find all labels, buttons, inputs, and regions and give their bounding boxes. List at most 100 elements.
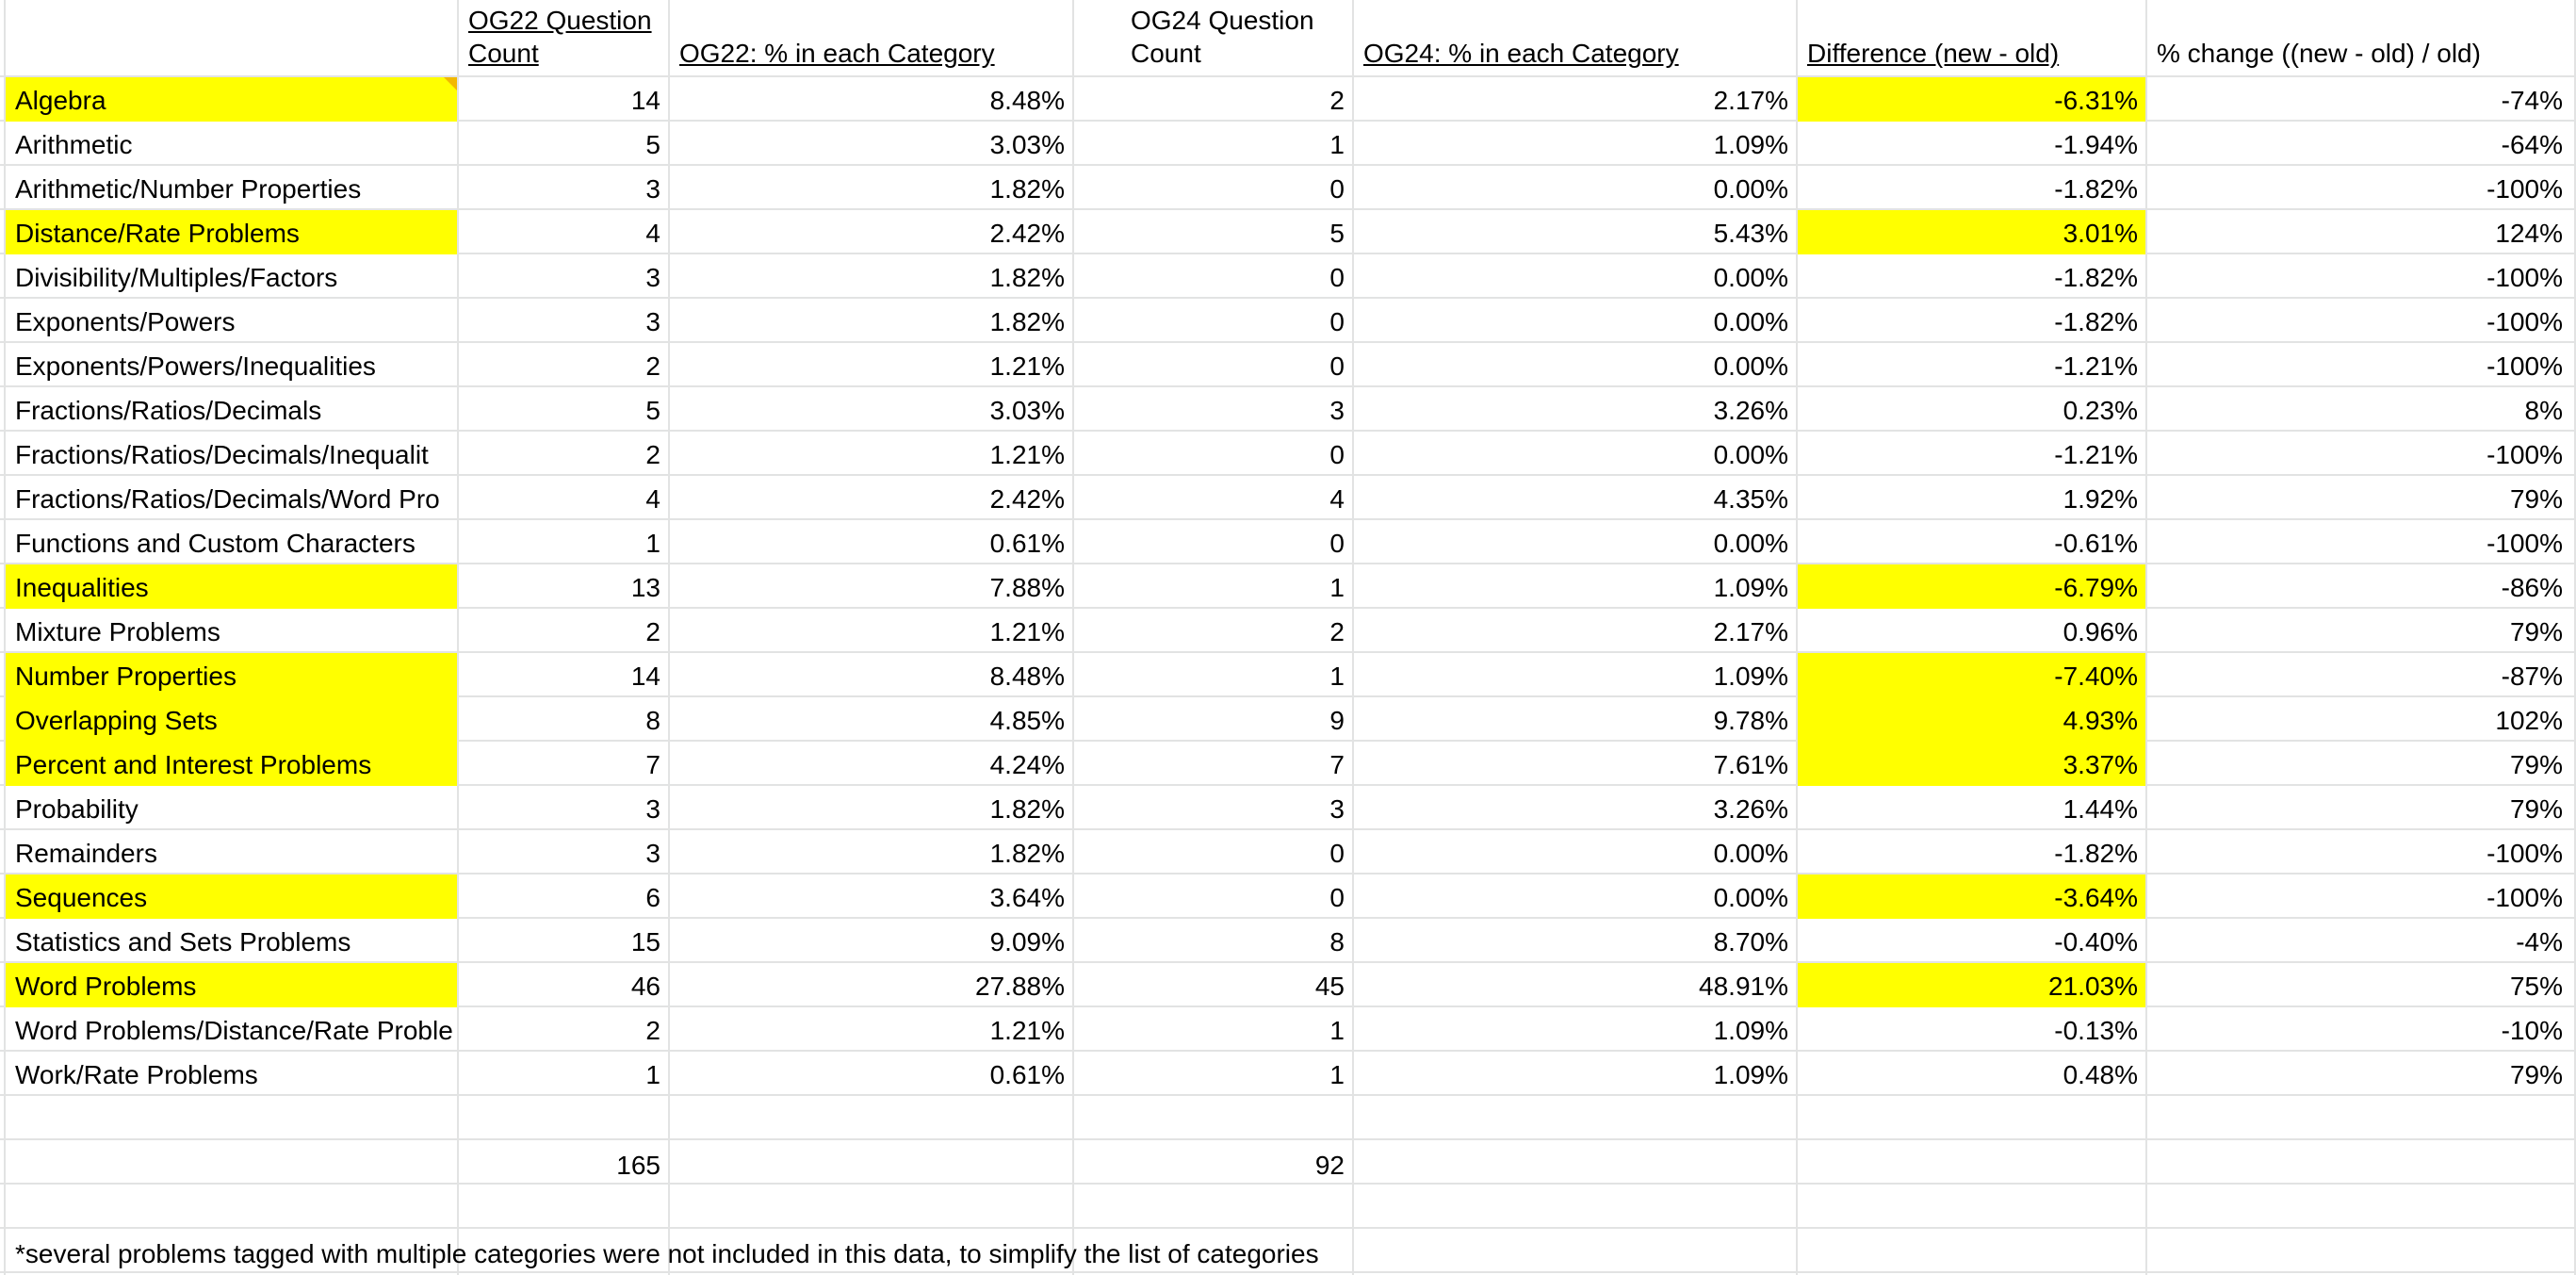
og22-percent-cell[interactable]: 1.82% bbox=[989, 839, 1065, 868]
percent-change-cell[interactable]: 79% bbox=[2509, 617, 2563, 646]
difference-cell[interactable]: 0.23% bbox=[2062, 396, 2138, 425]
percent-change-cell[interactable]: 79% bbox=[2509, 1060, 2563, 1089]
og22-percent-cell[interactable]: 2.42% bbox=[989, 219, 1065, 248]
percent-change-cell[interactable]: 79% bbox=[2509, 794, 2563, 824]
og24-percent-cell[interactable]: 0.00% bbox=[1713, 351, 1788, 381]
difference-cell[interactable]: 1.92% bbox=[2062, 484, 2138, 514]
category-cell[interactable]: Fractions/Ratios/Decimals/Inequalit bbox=[15, 440, 429, 469]
og22-count-cell[interactable]: 2 bbox=[645, 617, 660, 646]
percent-change-cell[interactable]: -100% bbox=[2486, 883, 2563, 912]
og22-count-cell[interactable]: 13 bbox=[630, 573, 660, 602]
og22-percent-cell[interactable]: 3.03% bbox=[989, 130, 1065, 159]
og24-percent-cell[interactable]: 8.70% bbox=[1713, 927, 1788, 956]
difference-cell[interactable]: -0.13% bbox=[2054, 1016, 2138, 1045]
percent-change-cell[interactable]: 8% bbox=[2524, 396, 2563, 425]
header-og22-percent[interactable]: OG22: % in each Category bbox=[679, 39, 995, 68]
og24-percent-cell[interactable]: 1.09% bbox=[1713, 130, 1788, 159]
difference-cell[interactable]: -1.94% bbox=[2054, 130, 2138, 159]
og22-count-cell[interactable]: 3 bbox=[645, 307, 660, 336]
og22-percent-cell[interactable]: 1.82% bbox=[989, 307, 1065, 336]
og24-count-cell[interactable]: 0 bbox=[1329, 174, 1345, 204]
og24-percent-cell[interactable]: 0.00% bbox=[1713, 440, 1788, 469]
og24-percent-cell[interactable]: 1.09% bbox=[1713, 1060, 1788, 1089]
difference-cell[interactable]: -0.61% bbox=[2054, 529, 2138, 558]
difference-cell[interactable]: 0.48% bbox=[2062, 1060, 2138, 1089]
difference-cell[interactable]: -7.40% bbox=[1798, 653, 2145, 697]
category-cell[interactable]: Probability bbox=[15, 794, 139, 824]
og24-count-cell[interactable]: 0 bbox=[1329, 307, 1345, 336]
og22-percent-cell[interactable]: 7.88% bbox=[989, 573, 1065, 602]
og22-percent-cell[interactable]: 0.61% bbox=[989, 529, 1065, 558]
og24-count-cell[interactable]: 0 bbox=[1329, 263, 1345, 292]
og22-count-cell[interactable]: 3 bbox=[645, 794, 660, 824]
header-og22-question-count[interactable]: OG22 Question Count bbox=[468, 6, 652, 68]
percent-change-cell[interactable]: -4% bbox=[2516, 927, 2563, 956]
category-cell[interactable]: Statistics and Sets Problems bbox=[15, 927, 351, 956]
difference-cell[interactable]: -0.40% bbox=[2054, 927, 2138, 956]
og24-percent-cell[interactable]: 0.00% bbox=[1713, 307, 1788, 336]
category-cell[interactable]: Overlapping Sets bbox=[6, 697, 457, 742]
percent-change-cell[interactable]: 79% bbox=[2509, 484, 2563, 514]
og22-percent-cell[interactable]: 3.03% bbox=[989, 396, 1065, 425]
og24-percent-cell[interactable]: 1.09% bbox=[1713, 662, 1788, 691]
difference-cell[interactable]: -1.82% bbox=[2054, 839, 2138, 868]
og22-percent-cell[interactable]: 8.48% bbox=[989, 662, 1065, 691]
category-cell[interactable]: Functions and Custom Characters bbox=[15, 529, 416, 558]
og24-percent-cell[interactable]: 0.00% bbox=[1713, 839, 1788, 868]
category-cell[interactable]: Mixture Problems bbox=[15, 617, 220, 646]
og22-count-cell[interactable]: 14 bbox=[630, 662, 660, 691]
category-cell[interactable]: Word Problems/Distance/Rate Proble bbox=[15, 1016, 453, 1045]
og24-count-cell[interactable]: 2 bbox=[1329, 617, 1345, 646]
og24-count-cell[interactable]: 1 bbox=[1329, 130, 1345, 159]
total-og22-count[interactable]: 165 bbox=[616, 1151, 660, 1180]
og24-percent-cell[interactable]: 1.09% bbox=[1713, 1016, 1788, 1045]
og22-count-cell[interactable]: 1 bbox=[645, 1060, 660, 1089]
og24-count-cell[interactable]: 0 bbox=[1329, 529, 1345, 558]
og22-count-cell[interactable]: 6 bbox=[645, 883, 660, 912]
og22-count-cell[interactable]: 2 bbox=[645, 440, 660, 469]
difference-cell[interactable]: -1.82% bbox=[2054, 307, 2138, 336]
category-cell[interactable]: Word Problems bbox=[6, 963, 457, 1007]
category-cell[interactable]: Arithmetic bbox=[15, 130, 133, 159]
difference-cell[interactable]: 0.96% bbox=[2062, 617, 2138, 646]
og22-count-cell[interactable]: 5 bbox=[645, 130, 660, 159]
og24-percent-cell[interactable]: 0.00% bbox=[1713, 263, 1788, 292]
percent-change-cell[interactable]: -64% bbox=[2501, 130, 2563, 159]
percent-change-cell[interactable]: -100% bbox=[2486, 839, 2563, 868]
og24-count-cell[interactable]: 5 bbox=[1329, 219, 1345, 248]
header-og24-question-count[interactable]: OG24 Question Count bbox=[1131, 6, 1314, 68]
og24-count-cell[interactable]: 9 bbox=[1329, 706, 1345, 735]
difference-cell[interactable]: -1.21% bbox=[2054, 440, 2138, 469]
og24-count-cell[interactable]: 1 bbox=[1329, 573, 1345, 602]
percent-change-cell[interactable]: 79% bbox=[2509, 750, 2563, 779]
og22-percent-cell[interactable]: 27.88% bbox=[975, 972, 1065, 1001]
og24-percent-cell[interactable]: 1.09% bbox=[1713, 573, 1788, 602]
percent-change-cell[interactable]: -100% bbox=[2486, 174, 2563, 204]
og24-count-cell[interactable]: 0 bbox=[1329, 883, 1345, 912]
percent-change-cell[interactable]: -74% bbox=[2501, 86, 2563, 115]
total-og24-count[interactable]: 92 bbox=[1314, 1151, 1345, 1180]
og22-percent-cell[interactable]: 1.82% bbox=[989, 794, 1065, 824]
og22-percent-cell[interactable]: 1.21% bbox=[989, 440, 1065, 469]
og22-percent-cell[interactable]: 4.24% bbox=[989, 750, 1065, 779]
og24-count-cell[interactable]: 0 bbox=[1329, 839, 1345, 868]
og24-count-cell[interactable]: 4 bbox=[1329, 484, 1345, 514]
og24-count-cell[interactable]: 1 bbox=[1329, 1016, 1345, 1045]
category-cell[interactable]: Arithmetic/Number Properties bbox=[15, 174, 362, 204]
og22-percent-cell[interactable]: 1.82% bbox=[989, 174, 1065, 204]
og22-count-cell[interactable]: 2 bbox=[645, 1016, 660, 1045]
og24-percent-cell[interactable]: 4.35% bbox=[1713, 484, 1788, 514]
header-percent-change[interactable]: % change ((new - old) / old) bbox=[2157, 39, 2481, 68]
og22-percent-cell[interactable]: 2.42% bbox=[989, 484, 1065, 514]
percent-change-cell[interactable]: -100% bbox=[2486, 529, 2563, 558]
og22-percent-cell[interactable]: 3.64% bbox=[989, 883, 1065, 912]
category-cell[interactable]: Algebra bbox=[6, 77, 457, 122]
category-cell[interactable]: Fractions/Ratios/Decimals/Word Pro bbox=[15, 484, 440, 514]
og24-count-cell[interactable]: 45 bbox=[1314, 972, 1345, 1001]
percent-change-cell[interactable]: -100% bbox=[2486, 351, 2563, 381]
difference-cell[interactable]: -1.82% bbox=[2054, 263, 2138, 292]
category-cell[interactable]: Fractions/Ratios/Decimals bbox=[15, 396, 322, 425]
og22-count-cell[interactable]: 8 bbox=[645, 706, 660, 735]
og24-count-cell[interactable]: 0 bbox=[1329, 440, 1345, 469]
og22-percent-cell[interactable]: 8.48% bbox=[989, 86, 1065, 115]
